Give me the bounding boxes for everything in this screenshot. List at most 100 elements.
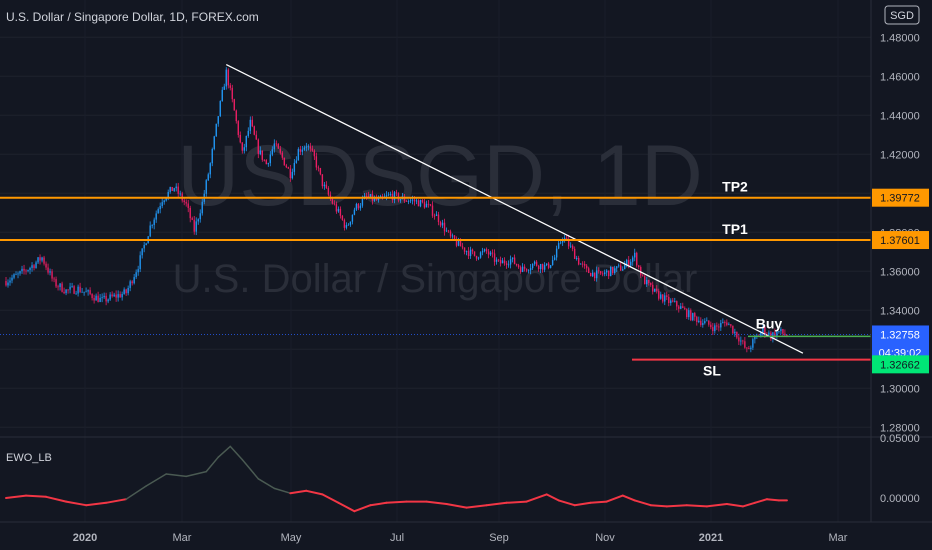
candle: [752, 337, 754, 351]
candle-body: [263, 159, 266, 161]
buy-price-badge[interactable]: 1.32662: [872, 355, 929, 374]
chart-title: U.S. Dollar / Singapore Dollar, 1D, FORE…: [6, 10, 259, 24]
candle-body: [555, 248, 558, 258]
candle: [704, 318, 706, 325]
candle: [483, 248, 486, 253]
candle: [305, 142, 308, 152]
candle: [319, 167, 322, 176]
price-tick-label: 1.42000: [880, 149, 920, 161]
candle: [533, 260, 536, 266]
candle-body: [305, 146, 308, 148]
candle: [201, 198, 203, 216]
candle: [427, 199, 430, 208]
candle-body: [143, 245, 145, 249]
candle-body: [768, 332, 770, 335]
candle-body: [517, 265, 520, 268]
candle: [614, 265, 616, 275]
candle-body: [307, 146, 310, 148]
price-badges: 1.397721.376011.314681.3275804:39:021.32…: [872, 188, 929, 374]
candle-body: [622, 269, 624, 271]
price-tick-label: 1.46000: [880, 71, 920, 83]
candle-body: [85, 291, 87, 293]
candle-body: [355, 203, 358, 210]
candle: [515, 263, 518, 267]
candle-body: [389, 194, 392, 195]
candle-body: [782, 329, 784, 334]
candle-body: [724, 322, 726, 323]
candle: [269, 151, 272, 167]
trendline[interactable]: [225, 63, 804, 354]
time-tick-label: 2020: [73, 532, 97, 544]
candle: [732, 325, 734, 335]
candle: [525, 268, 528, 273]
candle-body: [630, 261, 632, 266]
candle-body: [187, 203, 189, 208]
candle: [714, 323, 716, 334]
candle: [698, 316, 700, 324]
candle-body: [23, 268, 25, 271]
candle: [5, 277, 7, 287]
candle-body: [411, 199, 414, 201]
candle: [513, 254, 516, 265]
candle-body: [692, 313, 694, 321]
candle-body: [646, 279, 648, 285]
time-axis[interactable]: 2020 Mar May Jul Sep Nov 2021 Mar: [73, 532, 848, 544]
candle-body: [95, 295, 97, 301]
candle-body: [744, 341, 746, 348]
candle: [175, 183, 177, 192]
candle-body: [275, 143, 278, 145]
candle: [353, 207, 356, 216]
candle: [25, 269, 27, 275]
candle-body: [676, 301, 678, 307]
candle-body: [91, 294, 93, 299]
candle: [684, 306, 686, 310]
indicator-segment: [765, 498, 780, 502]
candle-body: [634, 252, 636, 258]
time-tick-label: Mar: [173, 532, 192, 544]
candle-body: [680, 306, 682, 309]
candle: [51, 269, 53, 282]
tp2-price-badge[interactable]: 1.39772: [872, 188, 929, 207]
candle-body: [119, 294, 121, 298]
indicator-segment: [185, 470, 207, 478]
candle-body: [33, 265, 35, 268]
candle: [79, 282, 81, 294]
indicator-segment: [273, 487, 292, 494]
candle-body: [117, 294, 119, 298]
watermark-name: U.S. Dollar / Singapore Dollar: [173, 257, 698, 301]
candle-body: [297, 149, 300, 161]
candle: [245, 135, 247, 152]
candle-body: [157, 209, 159, 214]
candle: [537, 264, 540, 272]
candle-body: [213, 136, 215, 149]
candle: [734, 328, 736, 337]
currency-badge[interactable]: SGD: [884, 5, 920, 25]
candle: [123, 287, 125, 295]
candle: [69, 282, 71, 294]
candle-body: [229, 85, 231, 88]
candle: [7, 279, 9, 288]
candle: [447, 229, 450, 233]
candle: [688, 307, 690, 320]
candle-body: [71, 286, 73, 287]
candle-body: [599, 271, 602, 274]
indicator-segment: [557, 499, 576, 507]
candle-body: [235, 110, 237, 122]
candle: [491, 249, 494, 258]
indicator-segment: [485, 501, 508, 507]
candle-body: [19, 271, 21, 274]
candle-body: [11, 277, 13, 281]
indicator-axis[interactable]: 0.05000 0.00000: [880, 433, 920, 505]
candle-body: [341, 215, 344, 220]
candle-body: [682, 306, 684, 309]
candle: [593, 272, 596, 282]
candle: [125, 288, 127, 297]
candle-body: [217, 116, 219, 124]
candle-body: [487, 251, 490, 255]
candle: [467, 247, 470, 260]
candle: [605, 269, 608, 277]
tp1-price-badge[interactable]: 1.37601: [872, 231, 929, 250]
indicator-label: EWO_LB: [6, 452, 52, 464]
candle-body: [265, 160, 268, 165]
